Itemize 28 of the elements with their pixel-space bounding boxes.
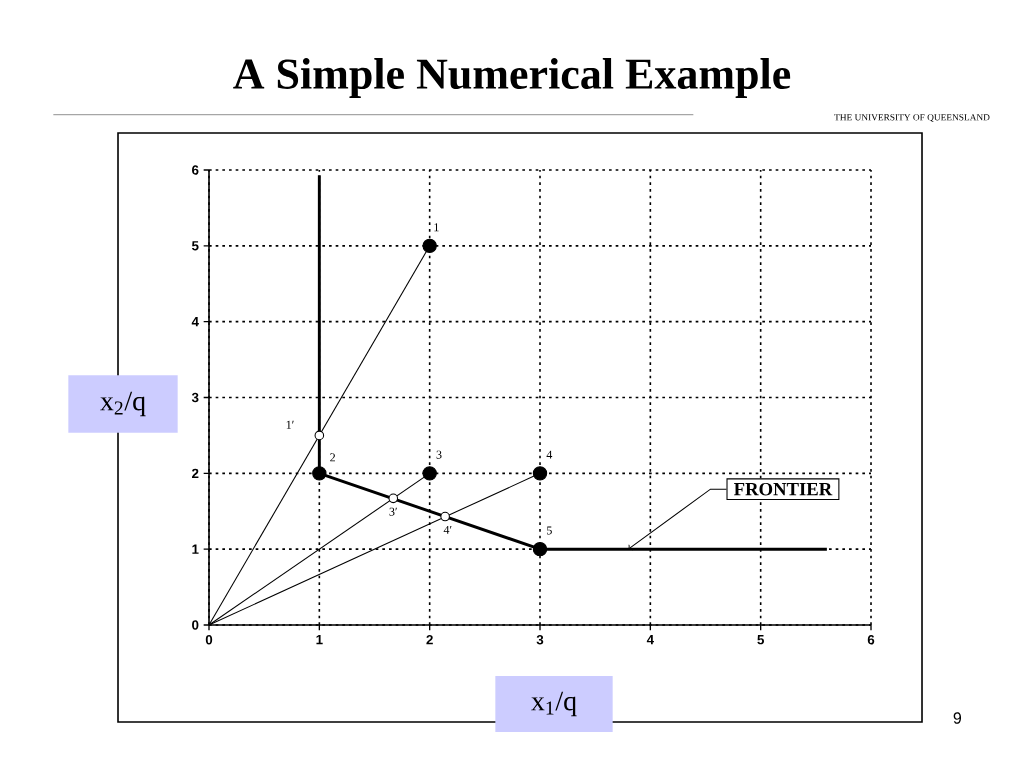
y-tick-label: 4 [191,317,199,327]
annotation: FRONTIER [733,482,833,496]
annotation: 4 [546,450,553,459]
y-tick-label: 1 [192,544,199,554]
annotation: 1 [434,223,439,232]
y-tick-label: 6 [192,165,199,175]
x-tick-label: 3 [536,635,544,645]
x-axis-title: x$_{1}$/q [531,691,577,717]
annotation: 1′ [286,420,294,429]
y-tick-label: 3 [191,392,199,403]
x-tick-label: 1 [316,635,323,645]
y-tick-label: 0 [192,620,199,630]
annotation: 3′ [389,507,397,516]
annotation: 2 [330,453,335,462]
annotation: 4′ [443,525,452,534]
text: THE UNIVERSITY OF QUEENSLAND [834,114,990,122]
y-axis-title: x$_{2}$/q [100,391,146,417]
x-tick-label: 6 [867,635,875,645]
x-tick-label: 0 [205,635,213,645]
y-tick-label: 5 [191,241,199,251]
annotation: 3 [436,450,442,459]
chart-title: A Simple Numerical Example [233,58,791,98]
y-tick-label: 2 [192,468,199,478]
x-tick-label: 2 [426,635,433,645]
x-tick-label: 5 [757,635,765,645]
x-tick-label: 4 [646,635,654,645]
text: 9 [953,712,962,724]
annotation: 5 [547,526,552,535]
